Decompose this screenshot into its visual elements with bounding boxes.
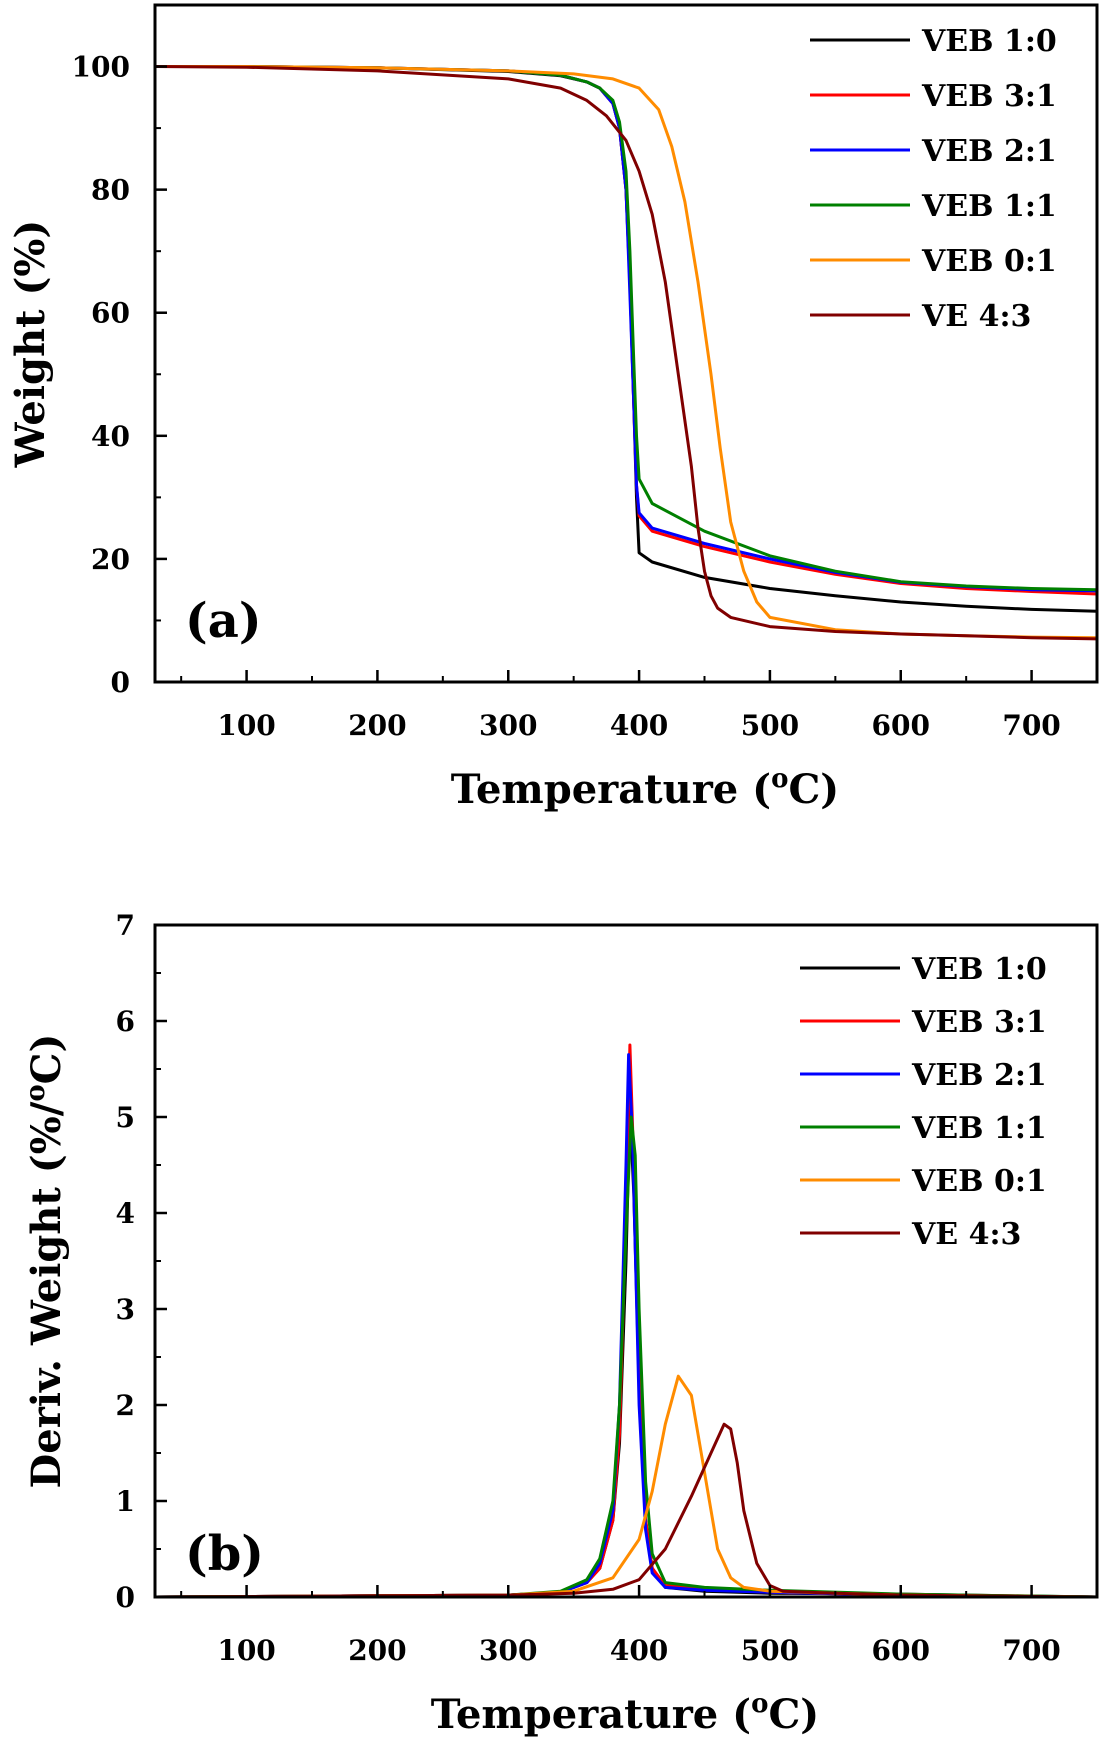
y-tick-label: 6 <box>116 1005 135 1038</box>
x-axis-title: Temperature (oC) <box>451 764 839 813</box>
y-tick-label: 100 <box>72 51 130 84</box>
y-tick-label: 80 <box>91 174 130 207</box>
plot-frame <box>153 3 1099 684</box>
x-tick-label: 700 <box>1002 709 1060 742</box>
x-tick-label: 300 <box>479 709 537 742</box>
y-tick-label: 7 <box>116 909 135 942</box>
legend-label: VEB 2:1 <box>921 134 1057 169</box>
legend: VEB 1:0 VEB 3:1 VEB 2:1 VEB 1:1 VEB 0:1 VE 4:… <box>800 952 1047 1252</box>
legend-label: VE 4:3 <box>911 1217 1021 1252</box>
y-tick-label: 3 <box>116 1293 135 1326</box>
y-tick-label: 4 <box>116 1197 135 1230</box>
legend: VEB 1:0 VEB 3:1 VEB 2:1 VEB 1:1 VEB 0:1 VE 4:… <box>810 24 1057 334</box>
y-tick-label: 20 <box>91 543 130 576</box>
x-tick-label: 400 <box>610 1634 668 1667</box>
x-tick-label: 100 <box>217 709 275 742</box>
legend-label: VEB 0:1 <box>921 244 1057 279</box>
y-tick-label: 1 <box>116 1485 135 1518</box>
y-tick-label: 0 <box>111 666 130 699</box>
legend-label: VEB 2:1 <box>911 1058 1047 1093</box>
legend-label: VEB 3:1 <box>921 79 1057 114</box>
x-tick-label: 500 <box>741 1634 799 1667</box>
x-tick-label: 500 <box>741 709 799 742</box>
y-tick-label: 60 <box>91 297 130 330</box>
x-tick-label: 300 <box>479 1634 537 1667</box>
panel-label: (a) <box>185 593 262 649</box>
x-tick-label: 600 <box>872 709 930 742</box>
panel-label: (b) <box>185 1526 264 1582</box>
series-line-4 <box>154 1115 1098 1599</box>
x-tick-label: 400 <box>610 709 668 742</box>
x-tick-label: 700 <box>1002 1634 1060 1667</box>
x-tick-label: 600 <box>872 1634 930 1667</box>
legend-label: VEB 0:1 <box>911 1164 1047 1199</box>
legend-label: VEB 1:0 <box>921 24 1057 59</box>
y-axis-title: Weight (%) <box>7 220 54 469</box>
legend-label: VE 4:3 <box>921 299 1031 334</box>
x-tick-label: 200 <box>348 1634 406 1667</box>
series-line-5 <box>154 1374 1098 1599</box>
legend-label: VEB 1:1 <box>911 1111 1047 1146</box>
legend-label: VEB 1:0 <box>911 952 1047 987</box>
series-line-6 <box>154 65 1098 641</box>
x-tick-label: 100 <box>217 1634 275 1667</box>
legend-label: VEB 1:1 <box>921 189 1057 224</box>
x-tick-label: 200 <box>348 709 406 742</box>
y-axis-title: Deriv. Weight (%/oC) <box>21 1034 70 1489</box>
series-group <box>154 65 1098 641</box>
series-line-6 <box>154 1422 1098 1599</box>
y-tick-label: 5 <box>116 1101 135 1134</box>
y-tick-label: 40 <box>91 420 130 453</box>
series-line-3 <box>154 1053 1098 1599</box>
chart-panel-a: 100 200 300 400 500 600 700 0 20 40 60 80 100 VEB 1:0… <box>7 3 1099 813</box>
y-tick-label: 0 <box>116 1581 135 1614</box>
x-axis-title: Temperature (oC) <box>431 1689 819 1738</box>
legend-label: VEB 3:1 <box>911 1005 1047 1040</box>
y-tick-label: 2 <box>116 1389 135 1422</box>
